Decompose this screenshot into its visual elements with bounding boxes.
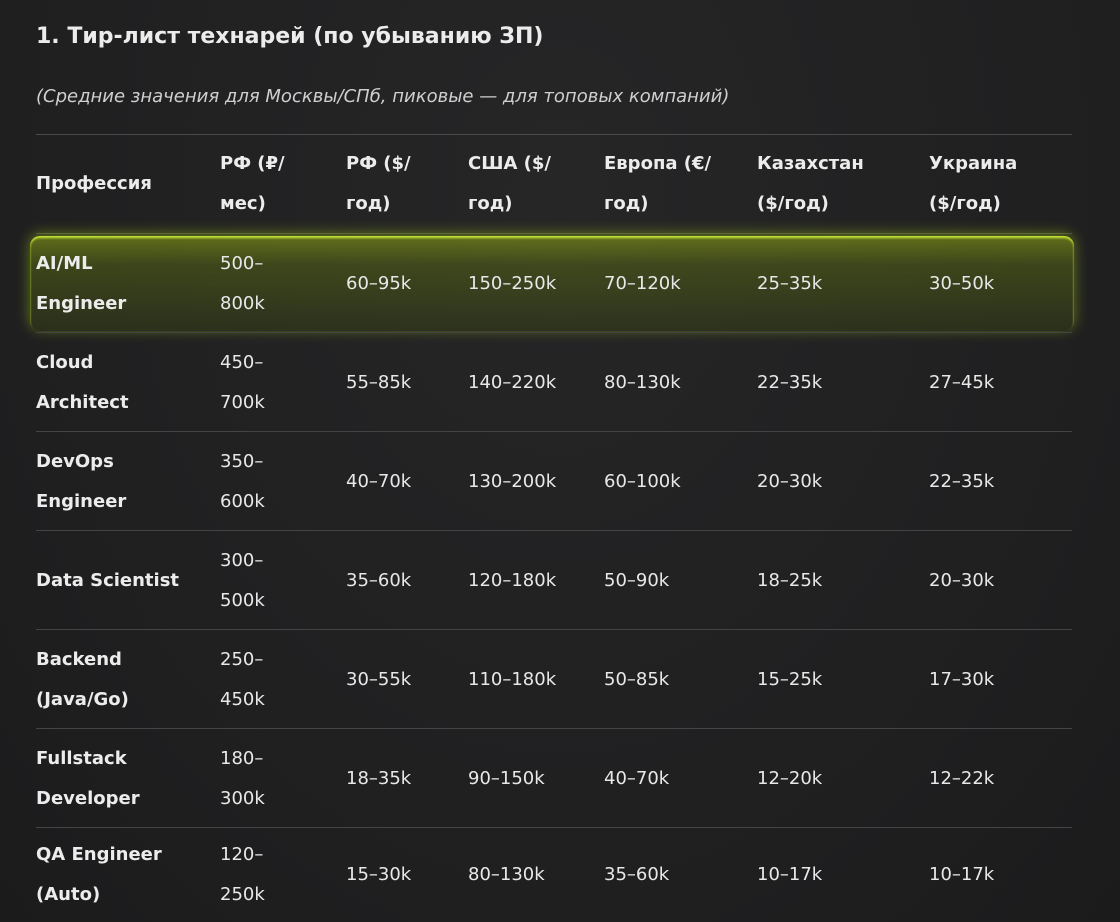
cell-profession: Fullstack Developer [36,747,140,809]
cell-profession: Data Scientist [36,569,180,591]
page-title: 1. Тир-лист технарей (по убыванию ЗП) [36,24,544,49]
row-divider [36,530,1072,531]
page-subtitle: (Средние значения для Москвы/СПб, пиковы… [36,86,730,107]
cell-rf-usd-year: 15–30k [346,864,412,885]
header-ukraine: Украина ($/год) [929,153,1018,214]
cell-rf-usd-year: 60–95k [346,272,412,294]
cell-ukraine: 30–50k [929,272,995,294]
header-rf-usd-year: РФ ($/год) [346,153,411,214]
cell-ukraine: 20–30k [929,569,995,591]
row-divider [36,332,1072,333]
table-row-qa-engineer: QA Engineer (Auto) 120– 250k 15–30k 80–130… [36,828,1072,922]
header-rf-rub-month: РФ (₽/мес) [220,153,285,214]
cell-ukraine: 12–22k [929,767,995,789]
cell-europe: 70–120k [604,272,681,294]
cell-usa: 150–250k [468,272,557,294]
cell-europe: 50–90k [604,569,670,591]
cell-europe: 60–100k [604,470,681,492]
cell-usa: 110–180k [468,668,557,690]
cell-rf-rub-month: 180– 300k [220,747,265,809]
cell-profession: QA Engineer (Auto) [36,844,162,905]
cell-kazakhstan: 18–25k [757,569,823,591]
table-row-data-scientist: Data Scientist 300– 500k 35–60k 120–180k … [36,531,1072,630]
row-divider [36,728,1072,729]
header-profession: Профессия [36,173,152,194]
cell-europe: 35–60k [604,864,670,885]
table-header-row: Профессия РФ (₽/мес) РФ ($/год) США ($/г… [36,134,1072,234]
header-europe: Европа (€/год) [604,153,712,214]
cell-kazakhstan: 15–25k [757,668,823,690]
cell-ukraine: 27–45k [929,371,995,393]
cell-rf-rub-month: 500– 800k [220,252,265,314]
cell-rf-rub-month: 350– 600k [220,450,265,512]
cell-profession: AI/ML Engineer [36,252,127,314]
cell-rf-usd-year: 30–55k [346,668,412,690]
table-top-rule [36,134,1072,135]
cell-europe: 50–85k [604,668,670,690]
cell-usa: 90–150k [468,767,545,789]
table-row-cloud-architect: Cloud Architect 450– 700k 55–85k 140–220k … [36,333,1072,432]
cell-usa: 130–200k [468,470,557,492]
cell-usa: 120–180k [468,569,557,591]
cell-ukraine: 17–30k [929,668,995,690]
cell-kazakhstan: 12–20k [757,767,823,789]
cell-rf-rub-month: 450– 700k [220,351,265,413]
cell-profession: Backend (Java/Go) [36,648,129,710]
row-divider [36,827,1072,828]
table-row-ai-ml-engineer: AI/ML Engineer 500– 800k 60–95k 150–250k 7… [30,234,1074,333]
cell-rf-usd-year: 40–70k [346,470,412,492]
cell-rf-rub-month: 250– 450k [220,648,265,710]
cell-rf-usd-year: 55–85k [346,371,412,393]
row-divider [36,233,1072,234]
cell-europe: 40–70k [604,767,670,789]
table-row-fullstack-developer: Fullstack Developer 180– 300k 18–35k 90–15… [36,729,1072,828]
cell-usa: 80–130k [468,864,545,885]
row-highlight [30,236,1074,331]
cell-profession: DevOps Engineer [36,450,127,512]
table-row-backend: Backend (Java/Go) 250– 450k 30–55k 110–180… [36,630,1072,729]
cell-rf-usd-year: 35–60k [346,569,412,591]
row-divider [36,629,1072,630]
cell-europe: 80–130k [604,371,681,393]
cell-kazakhstan: 25–35k [757,272,823,294]
cell-usa: 140–220k [468,371,557,393]
cell-ukraine: 22–35k [929,470,995,492]
cell-profession: Cloud Architect [36,351,129,413]
row-divider [36,431,1072,432]
header-usa: США ($/год) [468,153,551,214]
cell-kazakhstan: 22–35k [757,371,823,393]
cell-kazakhstan: 20–30k [757,470,823,492]
cell-rf-rub-month: 300– 500k [220,549,265,611]
cell-ukraine: 10–17k [929,864,995,885]
header-kazakhstan: Казахстан ($/год) [757,153,864,214]
cell-rf-usd-year: 18–35k [346,767,412,789]
cell-rf-rub-month: 120– 250k [220,844,265,905]
cell-kazakhstan: 10–17k [757,864,823,885]
table-row-devops-engineer: DevOps Engineer 350– 600k 40–70k 130–200k … [36,432,1072,531]
